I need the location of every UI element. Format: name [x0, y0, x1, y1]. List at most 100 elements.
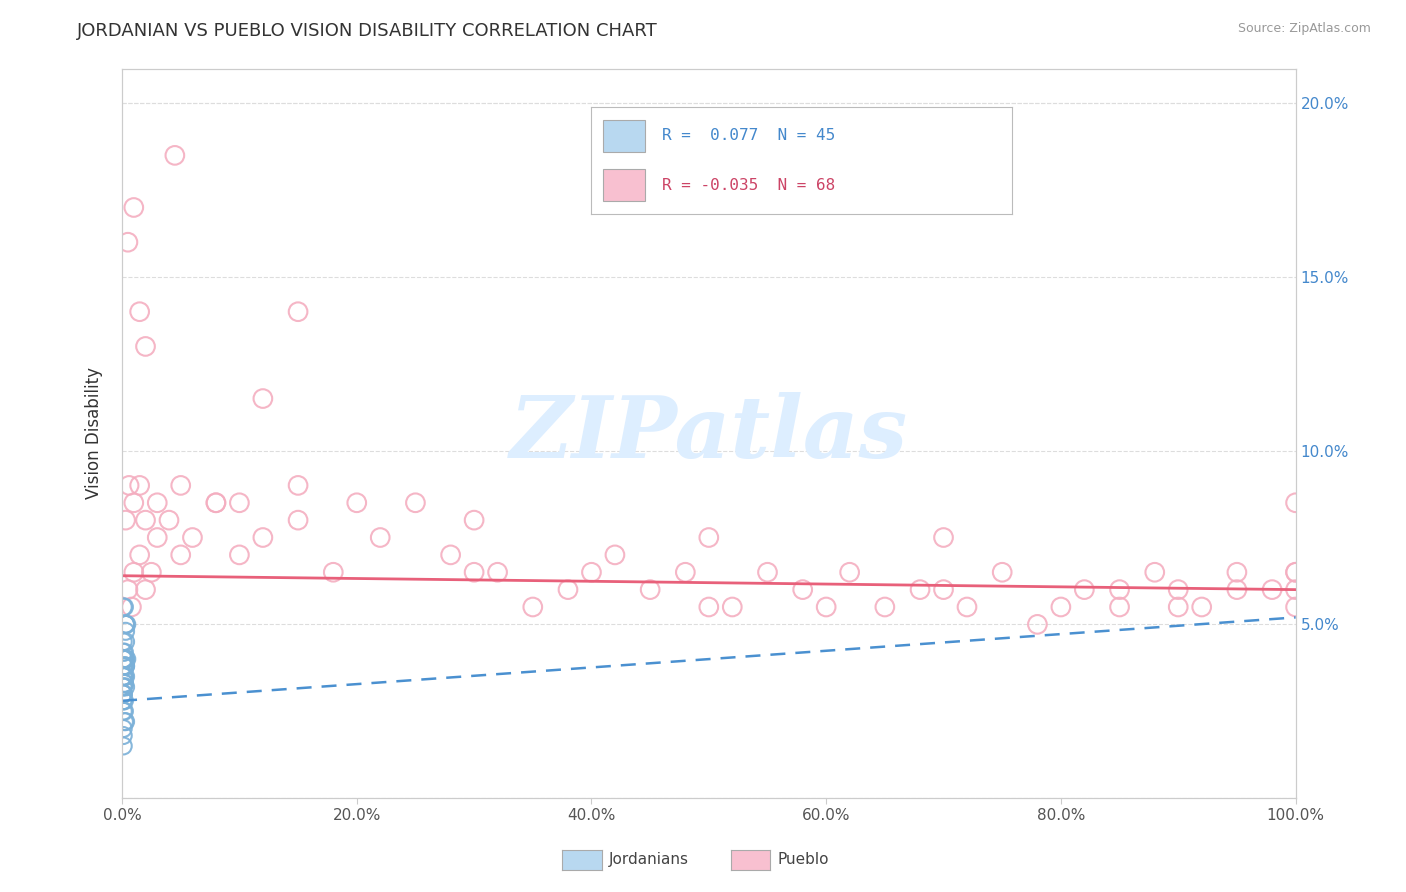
Point [118, 478, 141, 492]
Point [873, 599, 896, 614]
Point [141, 566, 163, 580]
Y-axis label: Vision Disability: Vision Disability [86, 368, 103, 500]
Point [134, 513, 156, 527]
Point [346, 496, 368, 510]
Point [1226, 566, 1249, 580]
Point [838, 566, 860, 580]
Point [134, 339, 156, 353]
Point [112, 669, 135, 683]
Point [205, 496, 228, 510]
Text: ZIPatlas: ZIPatlas [510, 392, 908, 475]
Point [170, 478, 193, 492]
Point [170, 548, 193, 562]
Text: Source: ZipAtlas.com: Source: ZipAtlas.com [1237, 22, 1371, 36]
Point [112, 652, 135, 666]
Point [115, 617, 138, 632]
Point [112, 669, 135, 683]
Point [1143, 566, 1166, 580]
Point [112, 694, 135, 708]
Point [112, 652, 135, 666]
Point [1073, 582, 1095, 597]
Point [112, 714, 135, 729]
Point [112, 687, 135, 701]
Point [991, 566, 1014, 580]
Point [112, 652, 135, 666]
Point [122, 496, 145, 510]
Point [112, 645, 135, 659]
Point [697, 599, 720, 614]
Point [756, 566, 779, 580]
Point [112, 680, 135, 694]
Point [932, 582, 955, 597]
Text: R = -0.035  N = 68: R = -0.035 N = 68 [662, 178, 835, 193]
Point [120, 599, 142, 614]
Point [112, 652, 135, 666]
Point [112, 687, 135, 701]
Point [557, 582, 579, 597]
Point [112, 634, 135, 648]
Point [1284, 582, 1306, 597]
Point [463, 513, 485, 527]
Point [112, 645, 135, 659]
Point [287, 513, 309, 527]
Point [228, 496, 250, 510]
Point [181, 531, 204, 545]
Point [122, 201, 145, 215]
Point [114, 617, 136, 632]
Point [252, 392, 274, 406]
Point [114, 680, 136, 694]
Point [112, 687, 135, 701]
Point [128, 548, 150, 562]
Point [440, 548, 463, 562]
Point [122, 566, 145, 580]
Point [112, 599, 135, 614]
Point [114, 714, 136, 729]
Point [112, 729, 135, 743]
Point [463, 566, 485, 580]
Point [1261, 582, 1284, 597]
Point [1284, 496, 1306, 510]
Point [112, 704, 135, 718]
Point [114, 652, 136, 666]
Point [114, 617, 136, 632]
Point [1284, 566, 1306, 580]
Point [287, 478, 309, 492]
Point [792, 582, 814, 597]
Point [163, 148, 186, 162]
Point [932, 531, 955, 545]
Point [673, 566, 696, 580]
Point [287, 304, 309, 318]
Bar [603, 169, 645, 202]
Point [114, 659, 136, 673]
Point [721, 599, 744, 614]
Point [112, 676, 135, 690]
Point [1226, 582, 1249, 597]
Point [368, 531, 391, 545]
Point [112, 659, 135, 673]
Point [1167, 582, 1189, 597]
Point [1108, 599, 1130, 614]
Point [205, 496, 228, 510]
Point [815, 599, 838, 614]
Point [128, 304, 150, 318]
Point [697, 531, 720, 545]
Point [112, 739, 135, 753]
Point [1167, 599, 1189, 614]
Text: JORDANIAN VS PUEBLO VISION DISABILITY CORRELATION CHART: JORDANIAN VS PUEBLO VISION DISABILITY CO… [77, 22, 658, 40]
Point [117, 235, 139, 250]
Text: Pueblo: Pueblo [778, 853, 830, 867]
Point [581, 566, 603, 580]
Point [112, 704, 135, 718]
Point [112, 694, 135, 708]
Point [157, 513, 180, 527]
Point [128, 478, 150, 492]
Point [404, 496, 426, 510]
Point [112, 669, 135, 683]
Point [115, 652, 138, 666]
Point [638, 582, 661, 597]
Point [114, 659, 136, 673]
Point [112, 676, 135, 690]
Point [114, 513, 136, 527]
Point [1026, 617, 1049, 632]
Point [1050, 599, 1073, 614]
